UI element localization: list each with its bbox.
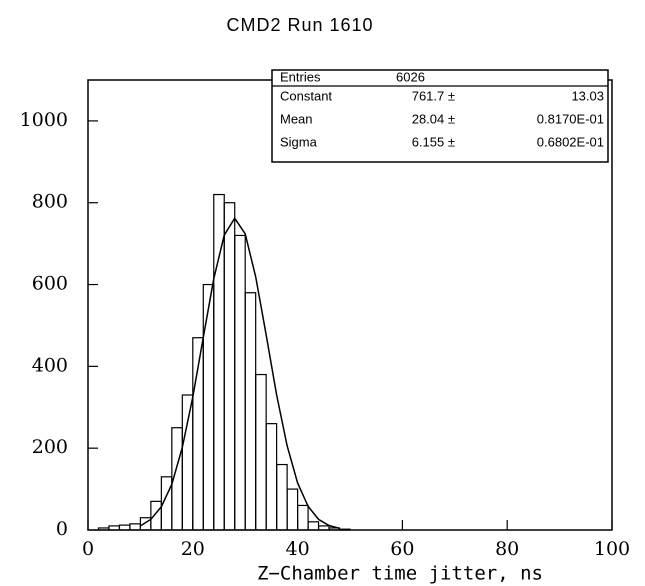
histogram-bar: [129, 523, 141, 531]
x-axis-label: Z−Chamber time jitter, ns: [257, 563, 543, 585]
histogram-bar: [265, 423, 278, 531]
stats-value: 6026: [396, 69, 425, 84]
stats-label: Mean: [280, 111, 313, 126]
stats-box: [271, 69, 609, 163]
stats-label: Constant: [280, 88, 332, 103]
x-tick-label: 100: [594, 538, 630, 560]
histogram-bar: [244, 292, 257, 531]
y-tick-label: 800: [32, 191, 68, 213]
x-tick-label: 0: [82, 538, 94, 560]
histogram-bar: [150, 500, 162, 531]
histogram-bar: [276, 463, 288, 531]
histogram-bar: [338, 528, 351, 531]
histogram-bar: [223, 202, 236, 531]
histogram-bar: [202, 283, 215, 531]
fit-curve: [140, 216, 340, 530]
stats-value: 0.6802E-01: [537, 134, 604, 149]
x-tick-label: 40: [286, 538, 310, 560]
x-tick-label: 80: [495, 538, 519, 560]
histogram-bar: [286, 488, 299, 531]
histogram-bar: [255, 373, 267, 531]
stats-value: 28.04 ±: [412, 111, 455, 126]
histogram-bar: [213, 193, 225, 531]
stats-label: Sigma: [280, 134, 318, 149]
stats-label: Entries: [280, 69, 321, 84]
histogram-bar: [297, 504, 309, 531]
y-tick-label: 200: [32, 436, 68, 458]
stats-value: 761.7 ±: [412, 88, 455, 103]
x-tick-label: 20: [181, 538, 205, 560]
y-tick-label: 1000: [20, 109, 68, 131]
y-tick-label: 600: [32, 273, 68, 295]
histogram-bar: [307, 521, 320, 531]
y-tick-label: 400: [32, 354, 68, 376]
y-tick-label: 0: [56, 518, 68, 540]
stats-value: 0.8170E-01: [537, 111, 604, 126]
x-tick-label: 60: [390, 538, 414, 560]
histogram-bar: [97, 527, 110, 531]
histogram-bar: [234, 234, 246, 531]
stats-value: 13.03: [571, 88, 604, 103]
chart-title: CMD2 Run 1610: [226, 15, 373, 35]
stats-value: 6.155 ±: [412, 134, 455, 149]
histogram-bar: [181, 394, 194, 531]
